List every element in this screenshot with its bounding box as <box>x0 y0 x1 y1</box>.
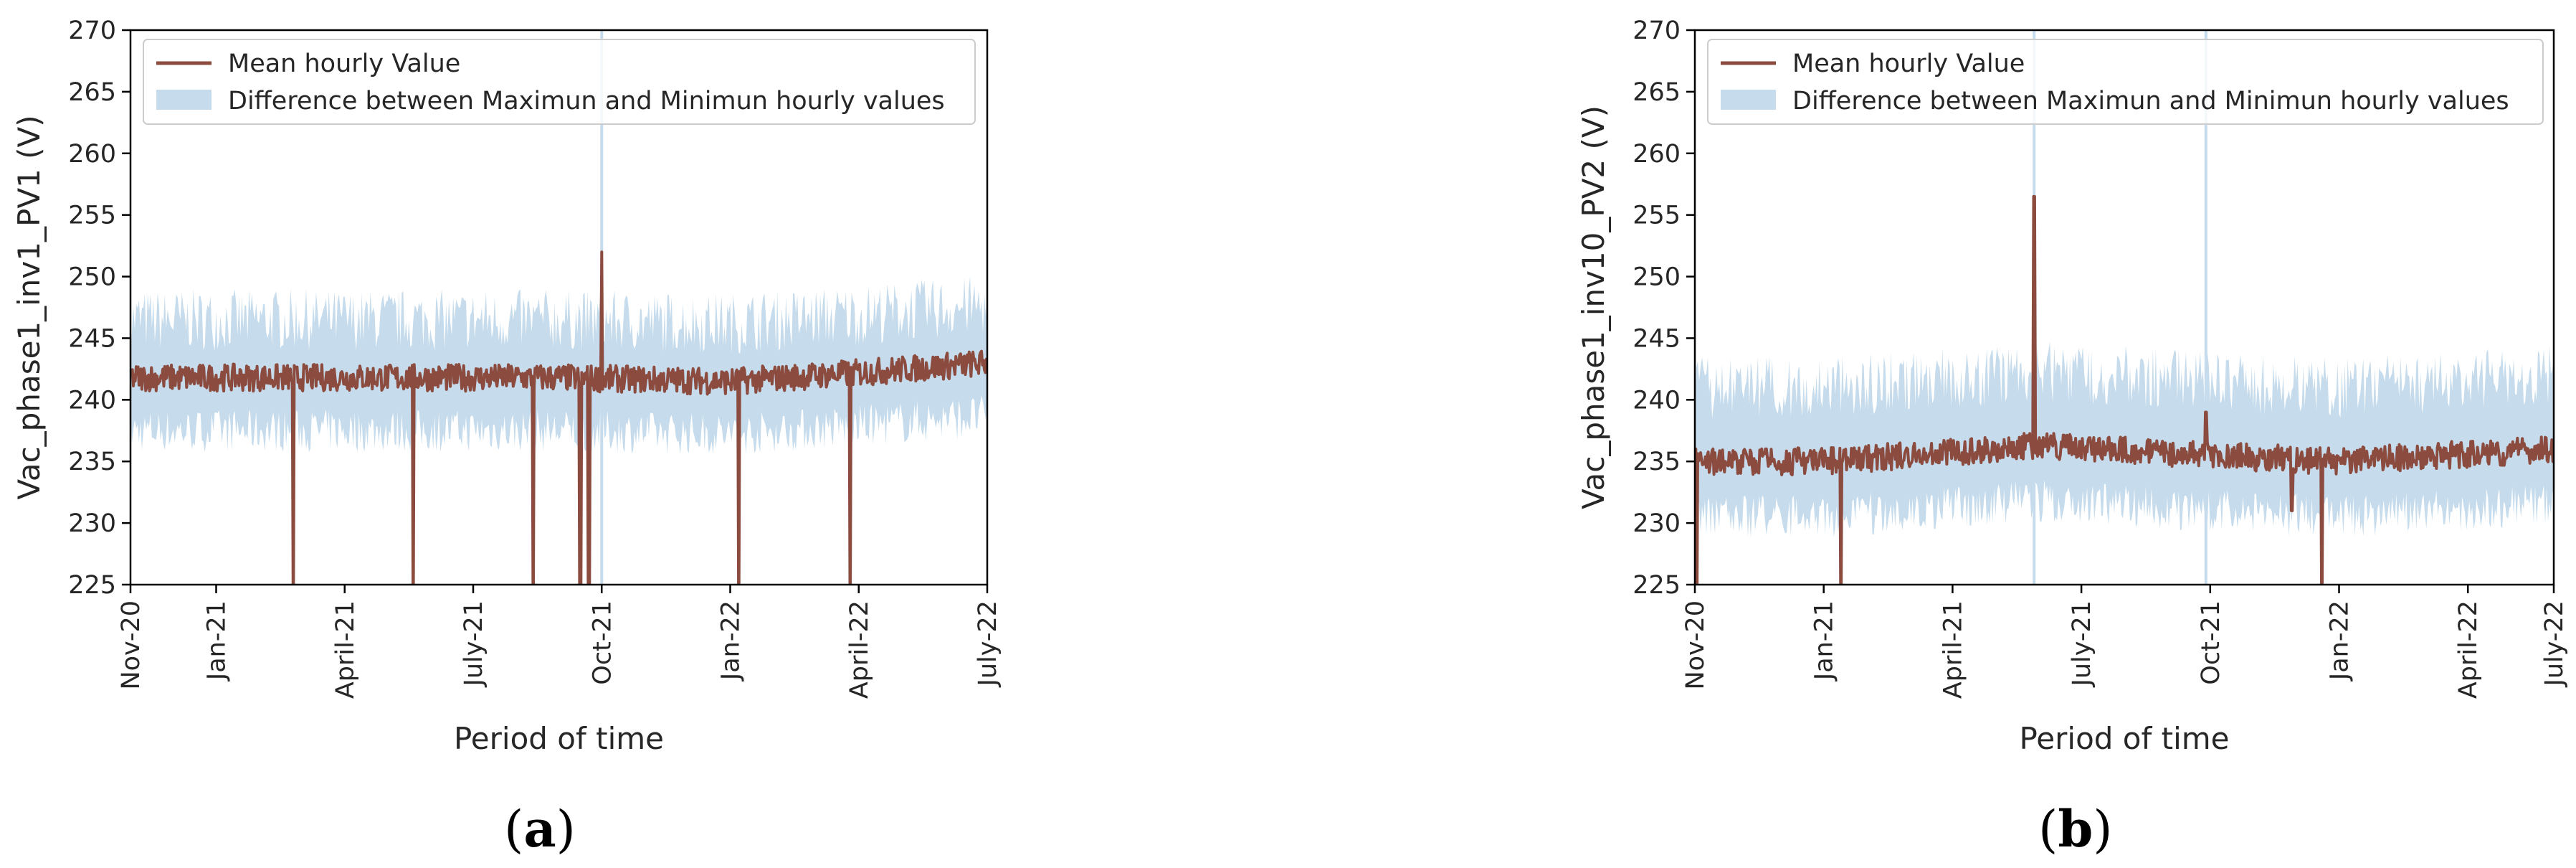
band-area <box>130 276 987 455</box>
x-tick-label: July-21 <box>460 600 488 688</box>
y-tick-label: 265 <box>68 78 116 107</box>
axes-frame <box>1693 29 2555 586</box>
x-tick-label: April-22 <box>2454 600 2483 699</box>
x-axis: Nov-20 Jan-21 April-21 July-21 Oct-21 Jan-22 A… <box>1681 585 2569 699</box>
y-axis-label: Vac_phase1_inv1_PV1 (V) <box>11 115 47 499</box>
axes-frame <box>129 29 989 586</box>
x-axis: Nov-20 Jan-21 April-21 July-21 Oct-21 Jan-22 A… <box>117 585 1002 699</box>
y-tick-label: 265 <box>1632 78 1681 107</box>
y-tick-label: 260 <box>68 140 116 169</box>
plot-area <box>1695 30 2554 585</box>
x-axis-label: Period of time <box>454 721 664 756</box>
y-tick-label: 250 <box>68 263 116 292</box>
x-tick-label: July-21 <box>2068 600 2096 688</box>
y-tick-label: 240 <box>68 386 116 415</box>
panel-caption-a: (a) <box>504 799 576 859</box>
y-tick-label: 225 <box>68 571 116 600</box>
y-tick-label: 245 <box>68 324 116 353</box>
x-tick-label: Nov-20 <box>117 600 146 690</box>
legend-band-swatch <box>1721 90 1776 110</box>
chart-panel-b: 225 230 235 240 245 250 255 260 265 270 Nov-20 Jan… <box>1576 16 2569 859</box>
y-tick-label: 260 <box>1632 140 1681 169</box>
x-tick-label: Nov-20 <box>1681 600 1710 690</box>
x-tick-label: Jan-22 <box>717 600 746 681</box>
y-tick-label: 250 <box>1632 263 1681 292</box>
x-tick-label: July-22 <box>2540 600 2569 688</box>
x-tick-label: Jan-21 <box>203 600 232 681</box>
y-tick-label: 235 <box>68 448 116 476</box>
x-tick-label: Jan-21 <box>1810 600 1839 681</box>
panel-caption-b: (b) <box>2038 799 2113 859</box>
y-tick-label: 270 <box>1632 16 1681 45</box>
x-tick-label: Oct-21 <box>588 600 617 685</box>
x-tick-label: April-21 <box>331 600 360 699</box>
y-tick-label: 255 <box>1632 202 1681 230</box>
x-tick-label: Jan-22 <box>2326 600 2354 681</box>
y-tick-label: 235 <box>1632 448 1681 476</box>
legend-box <box>143 39 976 125</box>
x-axis-label: Period of time <box>2019 721 2229 756</box>
y-axis-label: Vac_phase1_inv10_PV2 (V) <box>1576 105 1611 509</box>
plot-area <box>130 30 987 585</box>
x-tick-label: April-22 <box>845 600 874 699</box>
band-spike <box>2204 30 2207 585</box>
y-tick-label: 225 <box>1632 571 1681 600</box>
legend-mean-label: Mean hourly Value <box>1792 49 2025 78</box>
legend-band-swatch <box>156 90 212 110</box>
legend-mean-label: Mean hourly Value <box>228 49 460 78</box>
legend: Mean hourly Value Difference between Max… <box>143 39 976 125</box>
x-tick-label: July-22 <box>974 600 1002 688</box>
y-tick-label: 230 <box>68 509 116 538</box>
y-tick-label: 270 <box>68 16 116 45</box>
y-tick-label: 255 <box>68 202 116 230</box>
y-axis: 225 230 235 240 245 250 255 260 265 270 <box>68 16 130 600</box>
y-tick-label: 240 <box>1632 386 1681 415</box>
y-axis: 225 230 235 240 245 250 255 260 265 270 <box>1632 16 1695 600</box>
mean-line <box>130 250 987 585</box>
y-tick-label: 230 <box>1632 509 1681 538</box>
legend: Mean hourly Value Difference between Max… <box>1707 39 2544 125</box>
mean-line <box>1695 194 2554 585</box>
legend-band-label: Difference between Maximun and Minimun h… <box>228 87 945 115</box>
legend-box <box>1707 39 2544 125</box>
chart-panel-a: 225 230 235 240 245 250 255 260 265 270 Nov-20 Jan… <box>11 16 1002 859</box>
x-tick-label: Oct-21 <box>2197 600 2225 685</box>
y-tick-label: 245 <box>1632 324 1681 353</box>
legend-band-label: Difference between Maximun and Minimun h… <box>1792 87 2509 115</box>
x-tick-label: April-21 <box>1939 600 1967 699</box>
